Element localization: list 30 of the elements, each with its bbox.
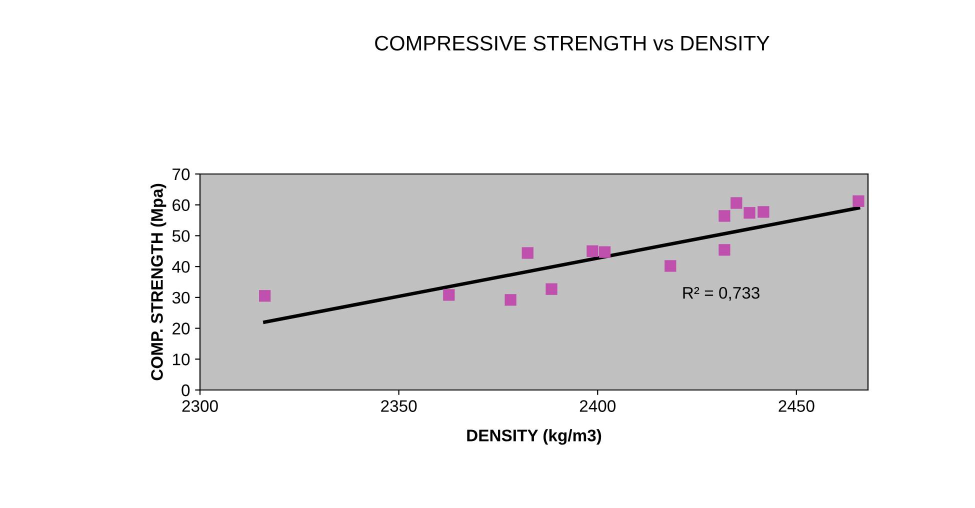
x-tick-label: 2450 — [778, 400, 814, 412]
y-axis-title: COMP. STRENGTH (Mpa) — [150, 184, 166, 380]
point — [718, 244, 730, 256]
point — [443, 289, 455, 301]
point — [664, 260, 676, 272]
y-tick-label: 30 — [172, 292, 190, 304]
annotation: R² = 0,733 — [683, 286, 760, 301]
chart-title: COMPRESSIVE STRENGTH vs DENSITY — [375, 36, 770, 51]
y-tick-label: 0 — [182, 384, 190, 396]
x-tick-label: 2400 — [580, 400, 616, 412]
point — [852, 195, 864, 207]
x-axis-title: DENSITY (kg/m3) — [467, 429, 602, 445]
point — [522, 247, 534, 259]
x-tick-label: 2300 — [182, 400, 218, 412]
point — [758, 206, 770, 218]
point — [598, 246, 611, 258]
y-tick-label: 70 — [172, 168, 190, 180]
y-tick-label: 60 — [172, 199, 190, 212]
point — [546, 283, 558, 295]
y-tick-label: 10 — [173, 354, 190, 366]
point — [259, 290, 271, 302]
point — [744, 207, 756, 219]
point — [504, 294, 516, 306]
x-tick-label: 2350 — [381, 400, 417, 412]
y-tick-label: 50 — [172, 230, 190, 242]
point — [718, 210, 730, 222]
point — [586, 245, 598, 257]
y-tick-label: 40 — [172, 260, 190, 273]
y-tick-label: 20 — [172, 322, 190, 334]
point — [730, 197, 742, 209]
